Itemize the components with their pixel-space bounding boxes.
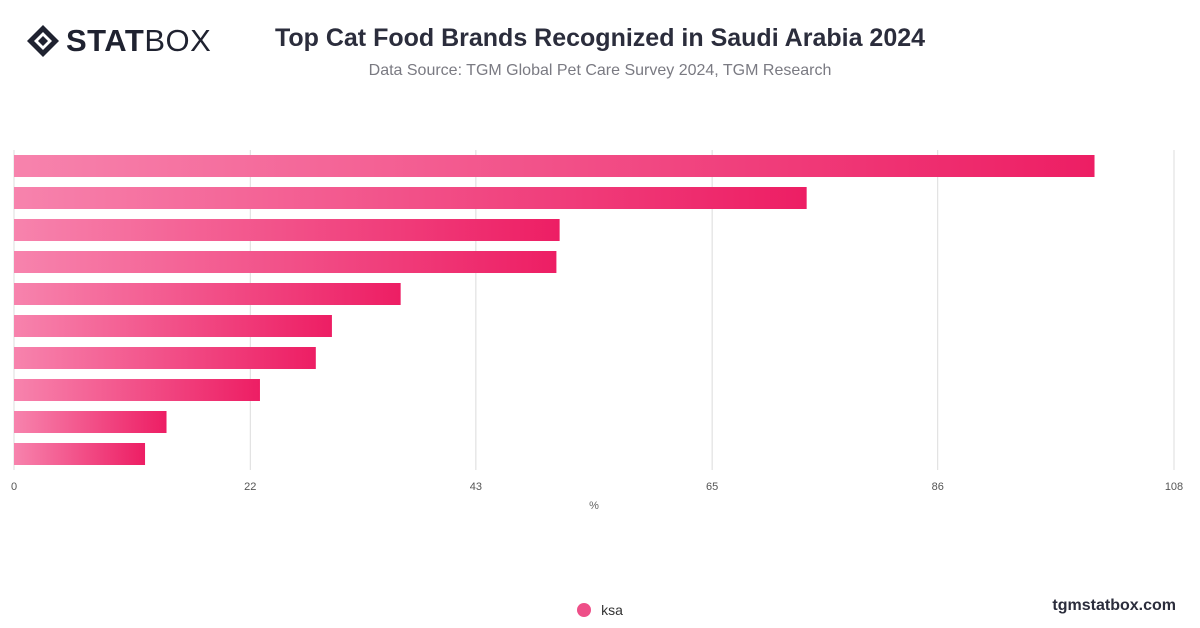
footer-site: tgmstatbox.com (1052, 597, 1176, 614)
bar[interactable] (14, 347, 316, 369)
bar[interactable] (14, 379, 260, 401)
x-tick-label: 0 (11, 481, 17, 493)
x-tick-label: 65 (706, 481, 718, 493)
logo-text-normal: BOX (144, 23, 212, 58)
x-tick-label: 22 (244, 481, 256, 493)
bar[interactable] (14, 219, 560, 241)
bars-group (14, 155, 1095, 465)
bar[interactable] (14, 251, 557, 273)
bar[interactable] (14, 155, 1095, 177)
statbox-logo: STATBOX (26, 24, 211, 58)
chart-subtitle: Data Source: TGM Global Pet Care Survey … (368, 62, 832, 79)
x-tick-label: 108 (1165, 481, 1183, 493)
chart-title: Top Cat Food Brands Recognized in Saudi … (274, 24, 926, 52)
x-tick-label: 43 (470, 481, 482, 493)
legend-item-ksa[interactable]: ksa (577, 602, 623, 618)
statbox-diamond-logo-icon (27, 25, 59, 57)
legend-dot-icon (577, 603, 592, 617)
legend-label: ksa (601, 602, 623, 618)
logo-text-bold: STAT (66, 23, 145, 58)
bar[interactable] (14, 187, 807, 209)
x-tick-labels: 0 22 43 65 86 108 (11, 481, 1183, 493)
legend[interactable]: ksa (0, 602, 1200, 620)
bar[interactable] (14, 411, 167, 433)
bar[interactable] (14, 443, 146, 465)
logo-wordmark: STATBOX (66, 24, 211, 58)
bar[interactable] (14, 315, 332, 337)
x-tick-label: 86 (932, 481, 944, 493)
x-axis-label: % (589, 500, 599, 512)
bar[interactable] (14, 283, 401, 305)
